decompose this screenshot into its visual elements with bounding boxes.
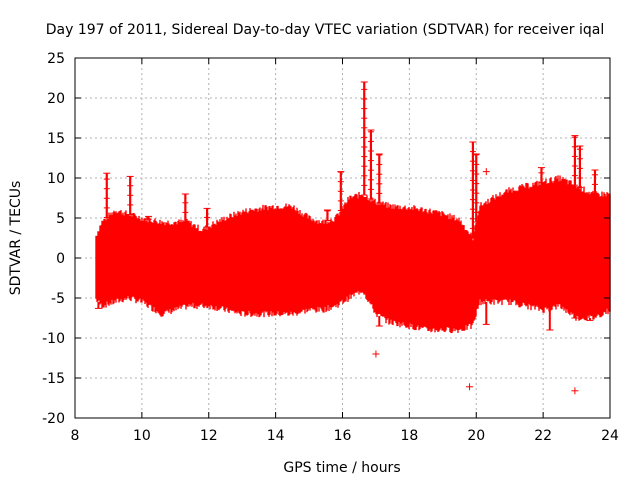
dip: [571, 316, 579, 319]
x-tick-label: 12: [200, 428, 218, 444]
spike: [323, 209, 331, 221]
spike: [360, 81, 368, 196]
outlier-point: [482, 168, 490, 176]
x-tick-label: 18: [400, 428, 418, 444]
spike: [571, 135, 579, 186]
x-tick-label: 24: [601, 428, 619, 444]
spike: [181, 193, 189, 223]
dip: [586, 318, 594, 321]
y-tick-label: -5: [51, 291, 65, 307]
data-band: [95, 175, 611, 334]
y-tick-label: -20: [42, 411, 65, 427]
y-tick-label: -10: [42, 331, 65, 347]
data-layer: [94, 81, 611, 395]
dip: [94, 302, 102, 309]
y-tick-label: 10: [47, 171, 65, 187]
outlier-point: [372, 350, 380, 358]
x-tick-label: 16: [334, 428, 352, 444]
y-tick-label: 0: [56, 251, 65, 267]
dip: [292, 297, 300, 314]
spike: [472, 153, 480, 223]
y-tick-label: 20: [47, 91, 65, 107]
dip: [482, 302, 490, 325]
chart-title: Day 197 of 2011, Sidereal Day-to-day VTE…: [46, 22, 604, 38]
spike: [145, 215, 153, 220]
spike: [103, 172, 111, 218]
spike: [203, 207, 211, 228]
spike: [367, 129, 375, 200]
x-tick-label: 14: [267, 428, 285, 444]
y-tick-label: 25: [47, 51, 65, 67]
spike: [537, 167, 545, 183]
dip: [375, 316, 383, 327]
spike: [576, 145, 584, 189]
y-tick-label: 5: [56, 211, 65, 227]
x-tick-label: 10: [133, 428, 151, 444]
spike: [337, 171, 345, 211]
spike: [469, 141, 477, 239]
y-axis-label: SDTVAR / TECUs: [8, 181, 24, 296]
dip: [546, 308, 554, 331]
spike: [375, 153, 383, 204]
y-tick-label: 15: [47, 131, 65, 147]
outlier-point: [466, 383, 474, 391]
x-tick-label: 20: [467, 428, 485, 444]
x-tick-label: 22: [534, 428, 552, 444]
y-tick-label: -15: [42, 371, 65, 387]
tick-labels: 8 10 12 14 16 18 20 22 24 -20 -15 -10 -5 0 5 10 15 20 25: [42, 51, 619, 444]
x-tick-label: 8: [71, 428, 80, 444]
x-axis-label: GPS time / hours: [283, 460, 400, 476]
spike: [591, 169, 599, 195]
spike: [126, 175, 134, 215]
outlier-point: [571, 387, 579, 395]
